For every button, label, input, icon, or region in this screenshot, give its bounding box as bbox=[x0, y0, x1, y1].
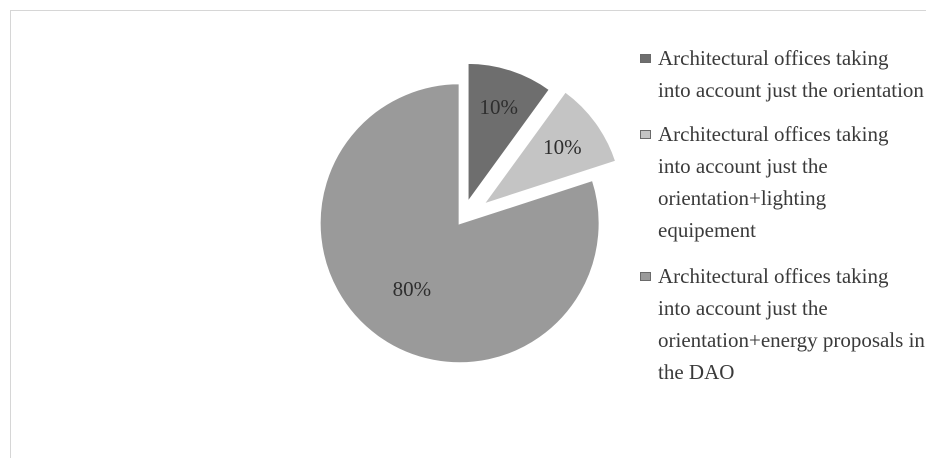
legend-item-orientation: Architectural offices taking into accoun… bbox=[640, 42, 925, 106]
legend-label-orientation: Architectural offices taking into accoun… bbox=[658, 46, 924, 102]
legend-swatch-orientation bbox=[640, 54, 651, 63]
pie-label-energy-proposals: 80% bbox=[393, 277, 432, 301]
legend-item-lighting-equipement: Architectural offices taking into accoun… bbox=[640, 118, 925, 246]
pie-slice-orientation bbox=[466, 61, 552, 206]
legend-item-energy-proposals: Architectural offices taking into accoun… bbox=[640, 260, 925, 388]
legend-swatch-energy-proposals bbox=[640, 272, 651, 281]
legend-swatch-lighting-equipement bbox=[640, 130, 651, 139]
pie-slice-energy-proposals bbox=[318, 82, 601, 365]
legend: Architectural offices taking into accoun… bbox=[640, 42, 925, 400]
pie-label-lighting-equipement: 10% bbox=[543, 135, 582, 159]
legend-label-lighting-equipement: Architectural offices taking into accoun… bbox=[658, 122, 889, 242]
legend-label-energy-proposals: Architectural offices taking into accoun… bbox=[658, 264, 925, 384]
pie-label-orientation: 10% bbox=[479, 95, 518, 119]
chart-frame bbox=[10, 10, 926, 458]
pie-slice-lighting-equipement bbox=[480, 90, 618, 207]
